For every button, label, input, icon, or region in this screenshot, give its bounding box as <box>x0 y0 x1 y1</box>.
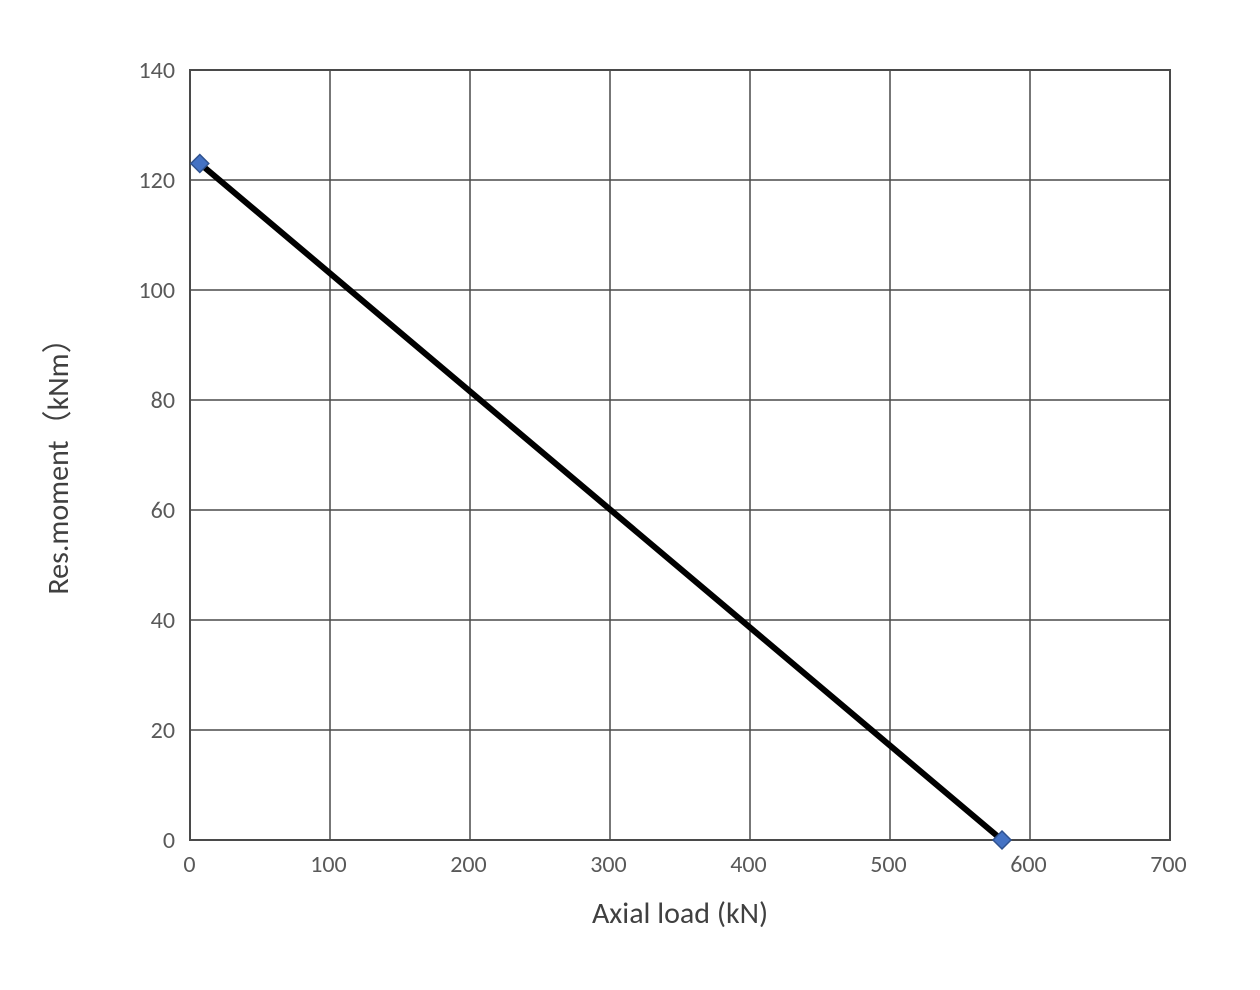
y-tick-100: 100 <box>139 276 176 305</box>
x-tick-700: 700 <box>1150 850 1187 879</box>
y-tick-0: 0 <box>163 826 175 855</box>
y-tick-60: 60 <box>151 496 175 525</box>
x-axis-label: Axial load (kN) <box>190 895 1170 932</box>
x-tick-200: 200 <box>450 850 487 879</box>
x-tick-500: 500 <box>870 850 907 879</box>
y-tick-40: 40 <box>151 606 175 635</box>
y-axis-label: Res.moment（kNm） <box>33 74 77 844</box>
y-tick-20: 20 <box>151 716 175 745</box>
y-tick-120: 120 <box>139 166 176 195</box>
chart-container: 0 20 40 60 80 100 120 140 0 100 200 300 … <box>0 0 1260 990</box>
x-tick-300: 300 <box>590 850 627 879</box>
y-tick-140: 140 <box>139 56 176 85</box>
x-tick-600: 600 <box>1010 850 1047 879</box>
chart-svg <box>0 0 1260 990</box>
y-tick-80: 80 <box>151 386 175 415</box>
x-tick-100: 100 <box>310 850 347 879</box>
x-tick-0: 0 <box>183 850 195 879</box>
x-tick-400: 400 <box>730 850 767 879</box>
